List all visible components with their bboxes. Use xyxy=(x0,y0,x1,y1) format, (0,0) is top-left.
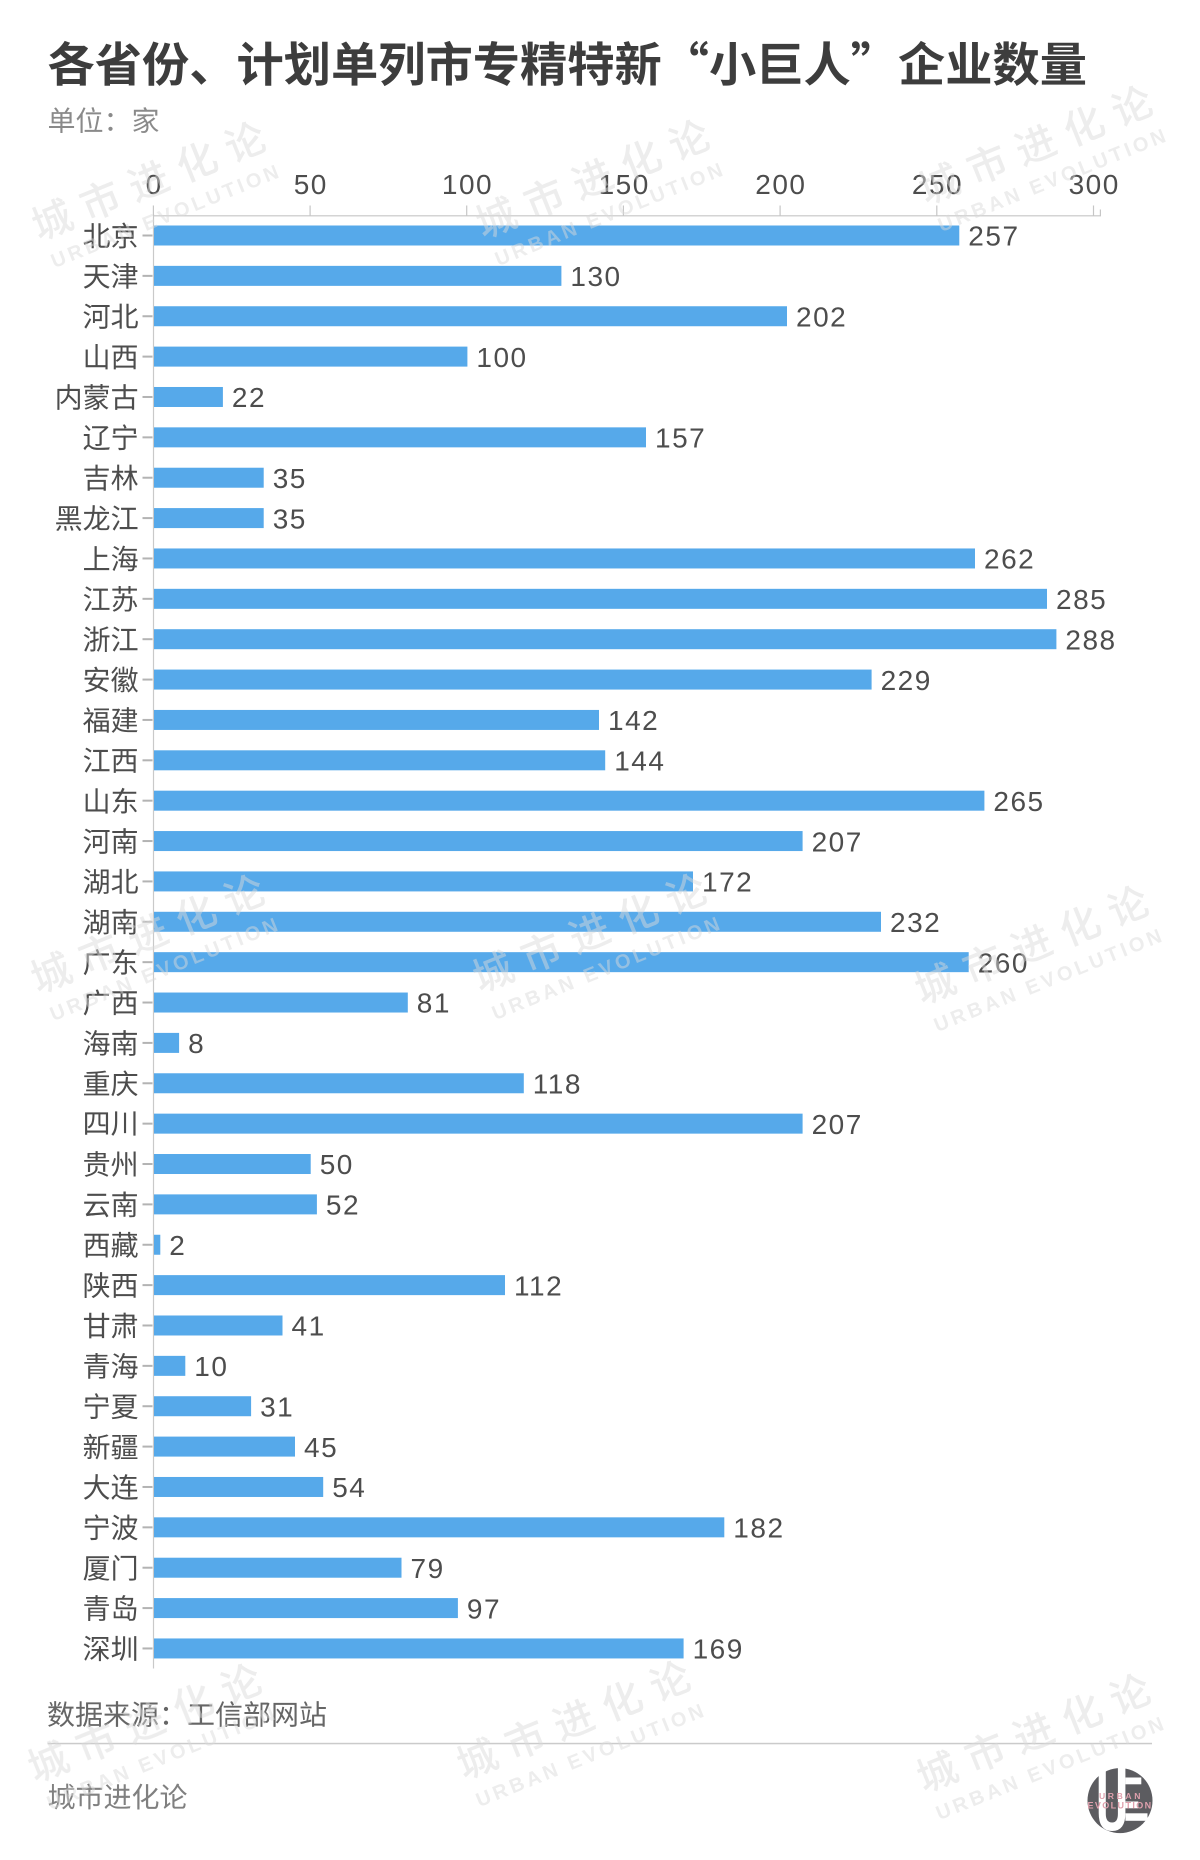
svg-text:8: 8 xyxy=(188,1028,205,1059)
svg-text:118: 118 xyxy=(533,1068,582,1099)
svg-text:45: 45 xyxy=(304,1432,338,1463)
svg-text:50: 50 xyxy=(294,169,328,200)
svg-text:112: 112 xyxy=(514,1270,563,1301)
svg-text:200: 200 xyxy=(755,169,806,200)
svg-text:265: 265 xyxy=(993,786,1044,817)
svg-text:229: 229 xyxy=(881,665,932,696)
svg-text:257: 257 xyxy=(968,221,1019,252)
svg-text:35: 35 xyxy=(273,463,307,494)
svg-text:52: 52 xyxy=(326,1190,360,1221)
svg-text:10: 10 xyxy=(194,1351,228,1382)
svg-text:2: 2 xyxy=(169,1230,186,1261)
svg-text:202: 202 xyxy=(796,301,847,332)
svg-text:EVOLUTION: EVOLUTION xyxy=(1087,1800,1152,1810)
svg-text:142: 142 xyxy=(608,705,659,736)
svg-text:285: 285 xyxy=(1056,584,1107,615)
svg-text:54: 54 xyxy=(332,1472,366,1503)
svg-text:35: 35 xyxy=(273,503,307,534)
svg-text:URBAN: URBAN xyxy=(1099,1791,1143,1801)
svg-text:262: 262 xyxy=(984,544,1035,575)
svg-text:81: 81 xyxy=(417,988,451,1019)
svg-text:79: 79 xyxy=(411,1553,445,1584)
svg-text:50: 50 xyxy=(320,1149,354,1180)
svg-text:182: 182 xyxy=(733,1513,784,1544)
svg-text:288: 288 xyxy=(1065,624,1116,655)
svg-text:207: 207 xyxy=(812,826,863,857)
svg-text:97: 97 xyxy=(467,1593,501,1624)
svg-text:100: 100 xyxy=(476,342,527,373)
svg-text:130: 130 xyxy=(570,261,621,292)
svg-text:41: 41 xyxy=(292,1311,326,1342)
svg-text:100: 100 xyxy=(442,169,493,200)
svg-text:144: 144 xyxy=(614,746,665,777)
svg-text:207: 207 xyxy=(812,1109,863,1140)
svg-text:172: 172 xyxy=(702,867,753,898)
svg-text:31: 31 xyxy=(260,1391,294,1422)
svg-text:22: 22 xyxy=(232,382,266,413)
svg-text:157: 157 xyxy=(655,423,706,454)
svg-text:169: 169 xyxy=(693,1634,744,1665)
svg-text:232: 232 xyxy=(890,907,941,938)
